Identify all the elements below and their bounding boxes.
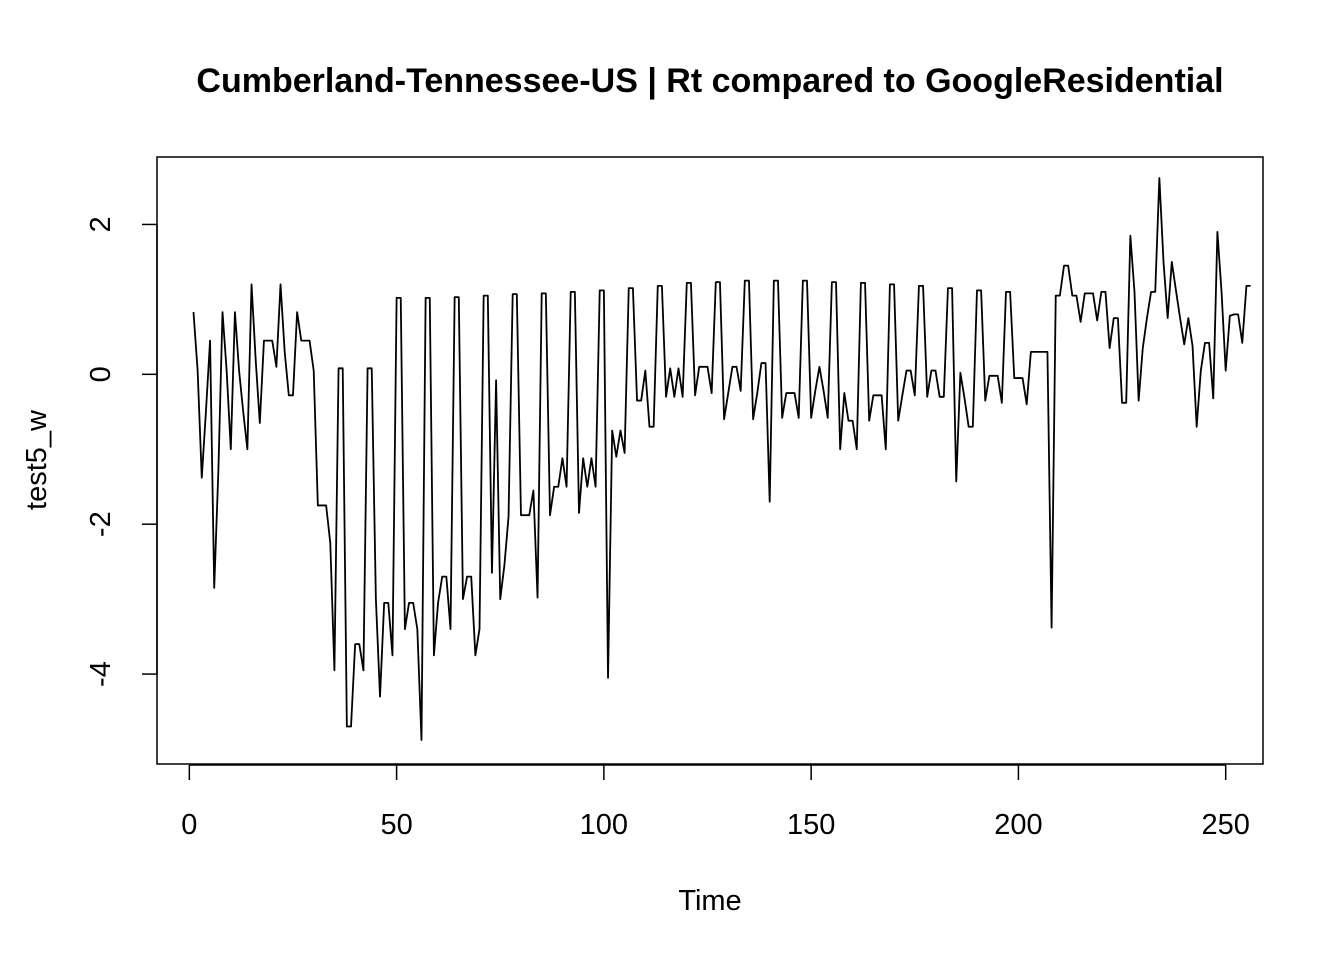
chart-title: Cumberland-Tennessee-US | Rt compared to… xyxy=(196,62,1223,100)
x-tick-label: 200 xyxy=(994,809,1042,841)
x-axis-label: Time xyxy=(678,885,741,917)
y-tick-label: -4 xyxy=(85,661,117,687)
plot-frame xyxy=(156,156,1264,765)
x-tick-label: 150 xyxy=(787,809,835,841)
y-tick-label: -2 xyxy=(85,511,117,537)
series-line xyxy=(192,177,1251,741)
x-tick-label: 250 xyxy=(1201,809,1249,841)
x-axis: 0 50 100 150 200 250 xyxy=(181,764,1250,841)
x-tick-label: 100 xyxy=(580,809,628,841)
x-tick-label: 50 xyxy=(380,809,412,841)
y-axis: -4 -2 0 2 xyxy=(85,216,158,687)
y-tick-label: 0 xyxy=(85,366,117,382)
y-tick-label: 2 xyxy=(85,216,117,232)
x-tick-label: 0 xyxy=(181,809,197,841)
y-axis-label: test5_w xyxy=(21,409,53,510)
